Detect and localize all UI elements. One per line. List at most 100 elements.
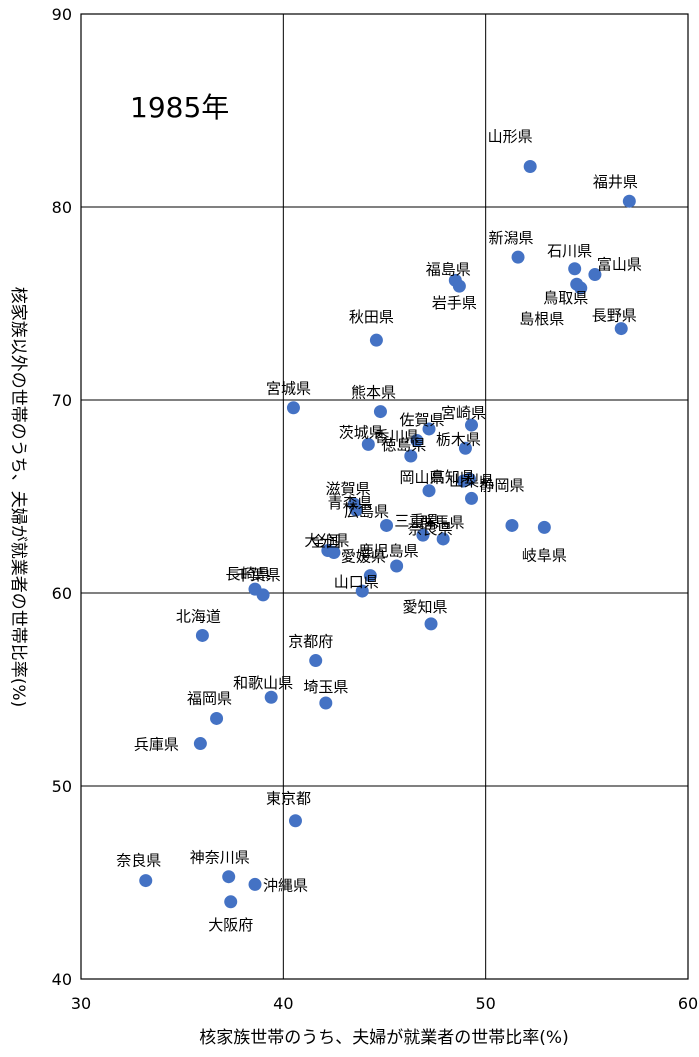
data-point xyxy=(264,690,278,704)
data-point xyxy=(462,472,476,486)
point-label: 宮崎県 xyxy=(441,404,486,422)
data-point xyxy=(288,814,302,828)
point-label: 岡山県 xyxy=(400,469,445,487)
data-point xyxy=(416,528,430,542)
data-point xyxy=(319,696,333,710)
point-label: 秋田県 xyxy=(349,308,394,326)
data-point xyxy=(355,584,369,598)
data-point xyxy=(222,870,236,884)
data-point xyxy=(422,422,436,436)
data-point xyxy=(422,484,436,498)
point-label: 高知県 xyxy=(430,468,475,486)
point-label: 岩手県 xyxy=(432,294,477,312)
point-label: 鳥取県 xyxy=(543,289,588,307)
point-label: 和歌山県 xyxy=(233,674,293,692)
point-label: 福島県 xyxy=(426,260,471,278)
x-tick-label: 50 xyxy=(475,994,495,1013)
x-tick-label: 40 xyxy=(273,994,293,1013)
x-tick-label: 30 xyxy=(71,994,91,1013)
data-point xyxy=(349,503,363,517)
data-point xyxy=(139,874,153,888)
data-point xyxy=(404,449,418,463)
point-label: 群馬県 xyxy=(419,513,464,531)
point-label: 愛媛県 xyxy=(341,548,386,566)
point-label: 福井県 xyxy=(593,173,638,191)
point-label: 京都府 xyxy=(288,633,333,651)
point-label: 佐賀県 xyxy=(400,411,445,429)
point-label: 愛知県 xyxy=(403,598,448,616)
data-point xyxy=(588,268,602,282)
point-label: 大分県 xyxy=(304,532,349,550)
point-label: 石川県 xyxy=(547,242,592,260)
data-point xyxy=(568,262,582,276)
x-axis-label: 核家族世帯のうち、夫婦が就業者の世帯比率(%) xyxy=(199,1028,568,1048)
gridlines xyxy=(81,14,688,979)
point-label: 山形県 xyxy=(488,127,533,145)
data-point xyxy=(523,159,537,173)
data-point xyxy=(361,437,375,451)
data-point xyxy=(465,418,479,432)
point-label: 茨城県 xyxy=(339,423,384,441)
point-label: 奈良県 xyxy=(408,520,453,538)
y-tick-label: 70 xyxy=(52,391,72,410)
point-label: 長崎県 xyxy=(225,565,270,583)
data-point xyxy=(436,532,450,546)
data-point xyxy=(369,333,383,347)
point-label: 鹿児島県 xyxy=(359,542,419,560)
point-label: 長野県 xyxy=(592,307,637,325)
point-label: 香川県 xyxy=(374,428,419,446)
point-label: 島根県 xyxy=(519,310,564,328)
data-points xyxy=(139,159,636,909)
y-tick-label: 60 xyxy=(52,584,72,603)
point-label: 岐阜県 xyxy=(522,546,567,564)
data-point xyxy=(465,491,479,505)
data-point xyxy=(424,617,438,631)
point-label: 奈良県 xyxy=(116,852,161,870)
data-point xyxy=(286,401,300,415)
data-point xyxy=(210,711,224,725)
data-point xyxy=(380,518,394,532)
year-annotation: 1985年 xyxy=(130,91,229,124)
data-point xyxy=(505,518,519,532)
x-tick-label: 60 xyxy=(678,994,698,1013)
tick-labels: 30 40 50 60 40 50 60 70 80 90 xyxy=(52,5,699,1013)
y-axis-label: 核家族以外の世帯のうち、夫婦が就業者の世帯比率(%) xyxy=(8,287,28,707)
data-point xyxy=(224,895,238,909)
data-point xyxy=(614,322,628,336)
point-label: 静岡県 xyxy=(480,476,525,494)
data-point xyxy=(195,628,209,642)
point-label: 千葉県 xyxy=(236,566,281,584)
point-label: 広島県 xyxy=(344,502,389,520)
point-label: 神奈川県 xyxy=(190,849,250,867)
y-tick-label: 40 xyxy=(52,970,72,989)
plot-area xyxy=(80,13,689,980)
point-label: 栃木県 xyxy=(436,430,481,448)
y-tick-label: 50 xyxy=(52,777,72,796)
point-label: 宮城県 xyxy=(266,380,311,398)
data-point xyxy=(256,588,270,602)
point-label: 青森県 xyxy=(328,494,373,512)
point-label: 熊本県 xyxy=(351,384,396,402)
data-point xyxy=(511,250,525,264)
point-label: 滋賀県 xyxy=(326,480,371,498)
point-label: 山口県 xyxy=(334,573,379,591)
point-label: 新潟県 xyxy=(489,229,534,247)
point-label: 北海道 xyxy=(176,607,221,625)
point-label: 大阪府 xyxy=(208,916,253,934)
data-point xyxy=(327,545,341,559)
y-tick-label: 80 xyxy=(52,198,72,217)
data-point xyxy=(574,281,588,295)
point-label: 徳島県 xyxy=(381,436,426,454)
data-point xyxy=(390,559,404,573)
point-label: 全国 xyxy=(311,532,341,550)
data-point xyxy=(193,737,207,751)
point-label: 福岡県 xyxy=(187,689,232,707)
data-point xyxy=(410,434,424,448)
point-label: 三重県 xyxy=(394,512,439,530)
data-point xyxy=(248,877,262,891)
point-label: 富山県 xyxy=(597,256,642,274)
point-label: 埼玉県 xyxy=(303,678,348,696)
y-tick-label: 90 xyxy=(52,5,72,24)
